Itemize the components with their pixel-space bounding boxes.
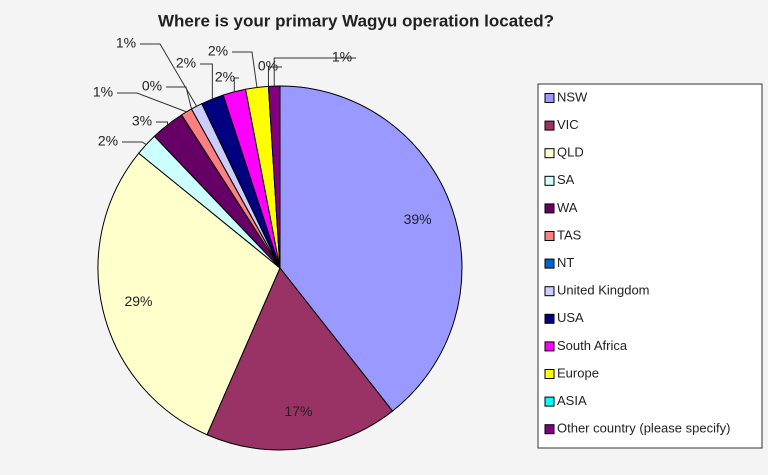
- leader-line: [140, 43, 198, 107]
- legend-swatch: [544, 341, 555, 352]
- legend-label: Other country (please specify): [557, 421, 730, 436]
- legend-label: NSW: [557, 89, 588, 104]
- data-label: 1%: [93, 84, 113, 100]
- legend-box: [537, 83, 763, 449]
- leader-line: [273, 57, 356, 87]
- data-label: 39%: [404, 211, 432, 227]
- legend-label: NT: [557, 255, 574, 270]
- leader-line: [267, 66, 282, 87]
- leader-line: [156, 121, 168, 125]
- legend-label: TAS: [557, 227, 582, 242]
- legend-swatch: [544, 396, 555, 407]
- legend-swatch: [544, 424, 555, 435]
- pie-slice: [97, 152, 281, 436]
- data-label: 29%: [124, 293, 152, 309]
- leader-line: [200, 63, 213, 100]
- legend-swatch: [544, 120, 555, 131]
- data-label: 1%: [116, 35, 136, 51]
- legend-swatch: [544, 369, 555, 379]
- leader-line: [232, 51, 258, 88]
- legend-swatch: [544, 175, 555, 186]
- data-label: 0%: [142, 78, 162, 94]
- legend-label: Europe: [557, 365, 599, 380]
- legend-label: WA: [557, 200, 578, 215]
- leader-line: [233, 77, 239, 92]
- legend-swatch: [544, 93, 555, 103]
- data-label: 1%: [332, 49, 352, 65]
- legend-label: VIC: [557, 117, 579, 132]
- pie-slice: [206, 267, 394, 451]
- data-label: 17%: [284, 403, 312, 419]
- legend-swatch: [544, 313, 555, 324]
- chart-title: Where is your primary Wagyu operation lo…: [158, 11, 554, 30]
- pie-slice: [279, 85, 463, 412]
- legend-label: QLD: [557, 145, 584, 160]
- legend-label: ASIA: [557, 393, 587, 408]
- data-label: 2%: [215, 69, 235, 85]
- legend-swatch: [544, 231, 555, 241]
- data-label: 2%: [176, 55, 196, 71]
- legend-label: South Africa: [557, 338, 628, 353]
- leader-line: [122, 141, 147, 145]
- data-label: 3%: [132, 113, 152, 129]
- data-label: 0%: [258, 58, 278, 74]
- data-label: 2%: [98, 133, 118, 149]
- leader-line: [166, 86, 192, 110]
- data-label: 2%: [208, 43, 228, 59]
- legend-swatch: [544, 286, 555, 297]
- legend-swatch: [544, 148, 555, 159]
- legend-label: United Kingdom: [557, 283, 650, 298]
- legend-label: USA: [557, 310, 584, 325]
- legend-swatch: [544, 258, 555, 269]
- leader-line: [117, 92, 187, 113]
- legend-swatch: [544, 203, 555, 214]
- legend-label: SA: [557, 172, 575, 187]
